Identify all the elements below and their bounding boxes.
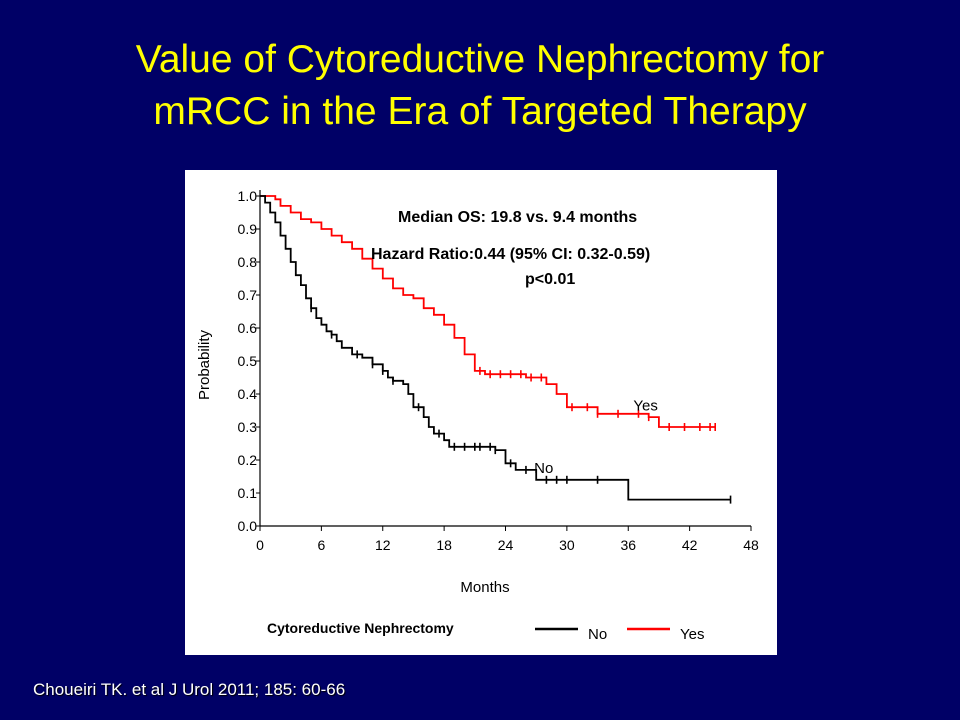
annotation-median: Median OS: 19.8 vs. 9.4 months: [398, 209, 637, 226]
km-figure: 0 6 12 18 24 30 36 42 48 0.0 0.1 0.2 0.3 0.4 0.5 0.6 0.7…: [185, 170, 777, 655]
km-curve-no: [260, 195, 731, 501]
legend-no-label: No: [588, 626, 607, 643]
slide-title: Value of Cytoreductive Nephrectomy for m…: [0, 34, 960, 138]
y-tick-label: 0.5: [238, 353, 258, 369]
legend-title: Cytoreductive Nephrectomy: [267, 620, 454, 636]
title-line-2: mRCC in the Era of Targeted Therapy: [153, 90, 807, 133]
x-tick-label: 18: [436, 537, 452, 553]
km-curve-yes: [260, 195, 716, 428]
y-axis-label: Probability: [196, 329, 213, 400]
title-line-1: Value of Cytoreductive Nephrectomy for: [135, 38, 825, 81]
x-tick-label: 48: [743, 537, 759, 553]
y-tick-label: 0.1: [238, 485, 258, 501]
curve-label-no: No: [534, 460, 553, 477]
y-tick-label: 0.7: [238, 287, 258, 303]
x-tick-label: 30: [559, 537, 575, 553]
x-tick-label: 0: [256, 537, 264, 553]
x-tick-label: 24: [498, 537, 514, 553]
citation: Choueiri TK. et al J Urol 2011; 185: 60-…: [33, 680, 346, 699]
km-chart: 0 6 12 18 24 30 36 42 48 0.0 0.1 0.2 0.3 0.4 0.5 0.6 0.7…: [196, 188, 759, 643]
x-axis-label: Months: [460, 579, 509, 596]
x-tick-label: 12: [375, 537, 391, 553]
y-tick-label: 0.0: [238, 518, 258, 534]
y-tick-label: 0.6: [238, 320, 258, 336]
y-tick-label: 0.3: [238, 419, 258, 435]
y-tick-label: 1.0: [238, 188, 258, 204]
legend-yes-label: Yes: [680, 626, 704, 643]
y-tick-label: 0.9: [238, 221, 258, 237]
curve-label-yes: Yes: [633, 398, 657, 415]
x-tick-label: 36: [620, 537, 636, 553]
y-tick-label: 0.2: [238, 452, 258, 468]
x-tick-label: 6: [317, 537, 325, 553]
x-tick-label: 42: [682, 537, 698, 553]
annotation-pvalue: p<0.01: [525, 271, 575, 288]
curves-layer: Yes No: [260, 195, 732, 504]
y-tick-label: 0.8: [238, 254, 258, 270]
ticks-layer: 0 6 12 18 24 30 36 42 48 0.0 0.1 0.2 0.3 0.4 0.5 0.6 0.7…: [238, 188, 759, 553]
y-tick-label: 0.4: [238, 386, 258, 402]
annotation-hazard: Hazard Ratio:0.44 (95% CI: 0.32-0.59): [371, 246, 650, 263]
